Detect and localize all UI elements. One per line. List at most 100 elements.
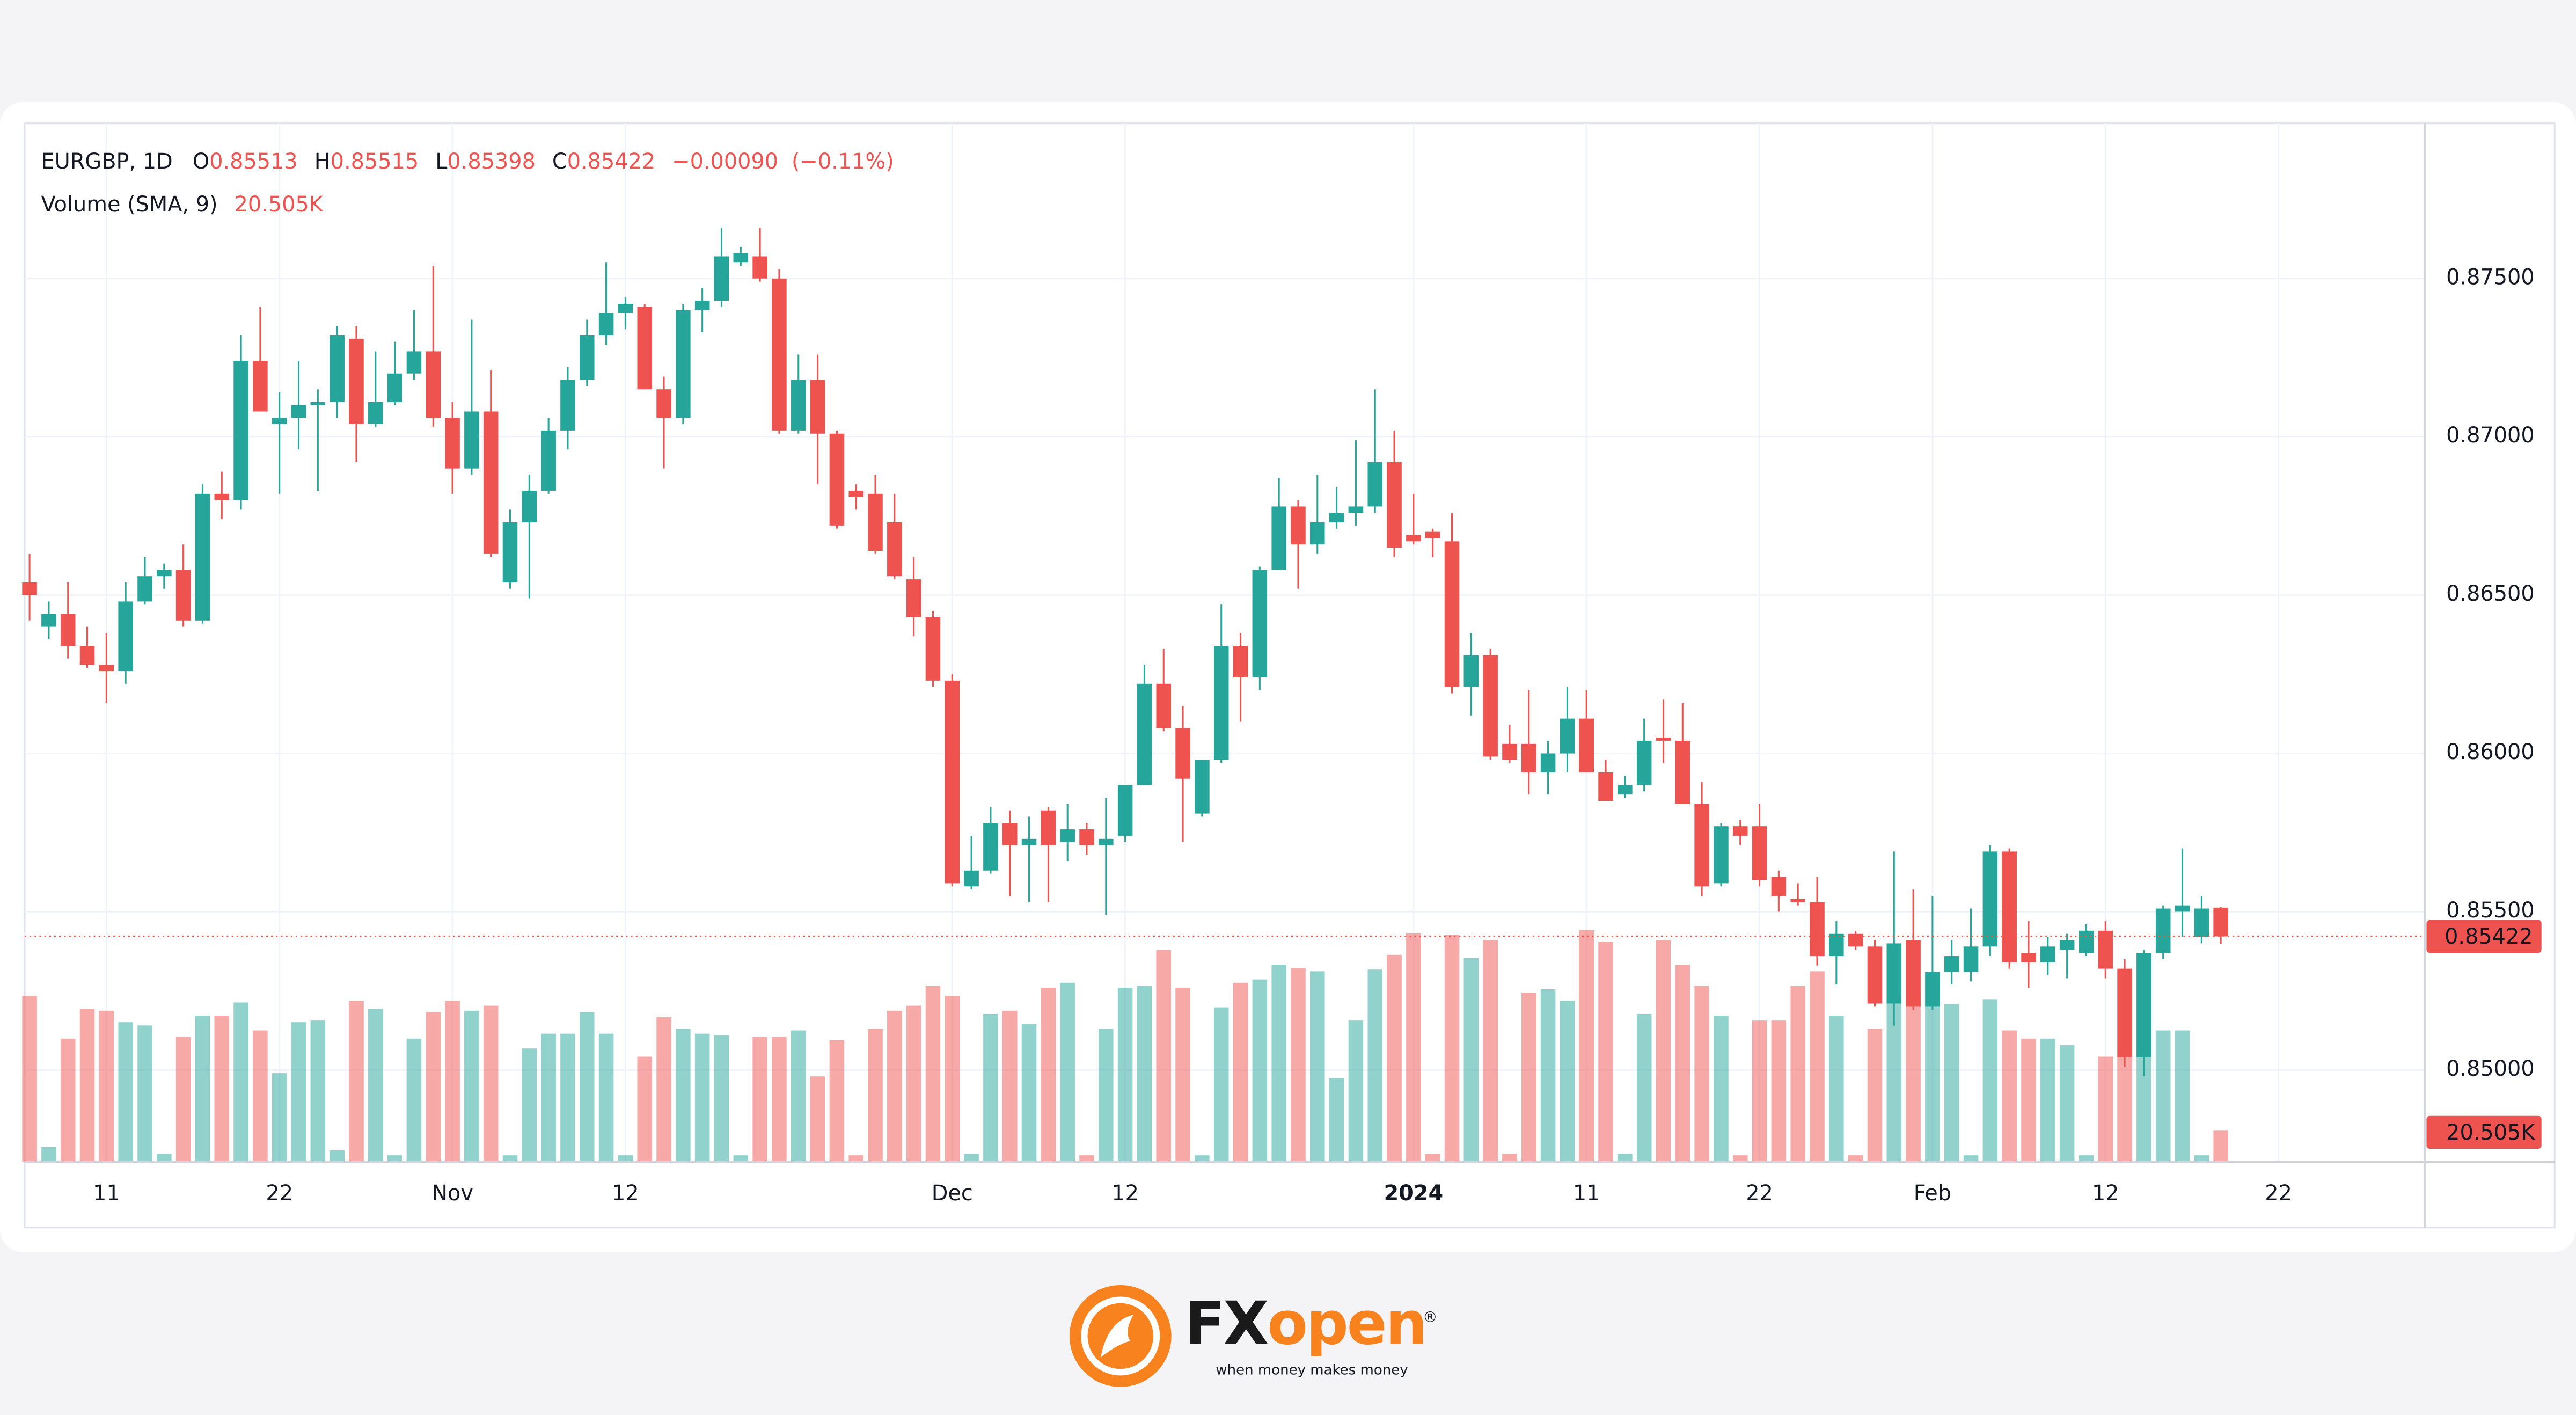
symbol: EURGBP, 1D xyxy=(41,149,173,174)
volume-bar xyxy=(60,1038,76,1162)
candle-body xyxy=(118,601,133,672)
volume-bar xyxy=(1925,1004,1940,1162)
candle-body xyxy=(1829,933,1844,957)
candle-body xyxy=(1060,829,1075,842)
candle-body xyxy=(349,338,364,425)
volume-bar xyxy=(349,1001,364,1162)
volume-bar xyxy=(1521,993,1536,1162)
volume-bar xyxy=(2155,1030,2171,1162)
candle-body xyxy=(945,680,960,884)
candle-body xyxy=(848,490,863,497)
ohlc-value: 0.85422 xyxy=(567,149,656,174)
volume-bar xyxy=(887,1010,902,1162)
y-tick-label: 0.86000 xyxy=(2446,740,2535,764)
volume-bar xyxy=(406,1038,422,1162)
volume-bar xyxy=(502,1155,518,1162)
volume-bar xyxy=(2079,1155,2094,1162)
candle-body xyxy=(1886,943,1902,1004)
volume-bar xyxy=(1233,982,1248,1162)
change: −0.00090 xyxy=(672,149,778,174)
ohlc-value: 0.85515 xyxy=(331,149,419,174)
candle-body xyxy=(426,351,441,418)
volume-bar xyxy=(1137,986,1152,1162)
volume-bar xyxy=(560,1033,575,1162)
candle-body xyxy=(1560,718,1575,754)
candle-body xyxy=(1079,829,1094,845)
volume-title: Volume (SMA, 9) xyxy=(41,192,218,216)
volume-bar xyxy=(41,1147,56,1162)
candle-body xyxy=(272,418,287,425)
candle-body xyxy=(1675,740,1690,804)
volume-bar xyxy=(330,1150,345,1162)
candle-body xyxy=(137,576,152,602)
candle-body xyxy=(2002,851,2017,962)
x-tick-label: Dec xyxy=(932,1181,973,1206)
candle-body xyxy=(1348,506,1364,513)
volume-bar xyxy=(1444,935,1460,1162)
ohlc-key: C xyxy=(552,149,567,174)
logo-text: FXopen xyxy=(1184,1289,1426,1358)
volume-bar xyxy=(906,1005,921,1162)
candle-body xyxy=(1175,728,1190,779)
volume-bar xyxy=(253,1030,268,1162)
volume-bar xyxy=(1732,1155,1748,1162)
price-pane xyxy=(22,228,2425,1077)
candle-body xyxy=(637,307,652,390)
volume-bar xyxy=(1560,1001,1575,1162)
ohlc-key: L xyxy=(435,149,447,174)
candle-body xyxy=(2059,940,2075,950)
volume-bar xyxy=(637,1056,652,1162)
volume-bar xyxy=(1213,1007,1229,1162)
candle-body xyxy=(1790,899,1805,902)
volume-bar xyxy=(676,1029,691,1162)
candle-body xyxy=(1117,785,1133,836)
volume-bar xyxy=(2213,1130,2228,1162)
volume-bar xyxy=(791,1030,806,1162)
x-tick-label: 11 xyxy=(1573,1181,1600,1206)
candle-body xyxy=(1291,506,1306,545)
candle-body xyxy=(868,493,883,551)
volume-bar xyxy=(752,1037,767,1162)
logo-open: open xyxy=(1267,1289,1426,1358)
volume-bar xyxy=(1329,1078,1344,1162)
x-tick-label: 12 xyxy=(612,1181,639,1206)
volume-bar xyxy=(310,1020,326,1162)
candle-body xyxy=(1387,462,1402,548)
volume-bar xyxy=(2098,1056,2113,1162)
x-tick-label: 2024 xyxy=(1384,1181,1444,1206)
logo-fx: FX xyxy=(1184,1289,1268,1358)
candle-body xyxy=(41,614,56,627)
volume-bar xyxy=(1944,1004,1959,1162)
candle-body xyxy=(2155,908,2171,953)
candle-body xyxy=(694,301,710,310)
volume-bar xyxy=(79,1009,95,1162)
volume-tag-label: 20.505K xyxy=(2446,1120,2535,1145)
volume-bar xyxy=(580,1012,595,1162)
volume-bar xyxy=(810,1076,825,1162)
volume-bar xyxy=(368,1009,383,1162)
candle-body xyxy=(79,645,95,665)
volume-bar xyxy=(291,1022,306,1162)
volume-bar xyxy=(175,1037,191,1162)
candle-body xyxy=(1752,826,1767,880)
x-tick-label: 22 xyxy=(266,1181,293,1206)
candle-body xyxy=(1367,462,1383,507)
volume-bar xyxy=(964,1154,979,1162)
candle-body xyxy=(2213,907,2228,937)
candle-body xyxy=(1848,933,1863,947)
logo: FXopen ® when money makes money xyxy=(1069,1285,1438,1387)
volume-bar xyxy=(829,1040,845,1162)
candle-body xyxy=(175,570,191,621)
candle-body xyxy=(406,351,422,374)
candle-body xyxy=(157,570,172,577)
volume-bar xyxy=(1790,986,1805,1162)
volume-bar xyxy=(272,1073,287,1162)
axes: 0.85000 0.85500 0.86000 0.86500 0.87000 0.875… xyxy=(93,265,2542,1206)
volume-bar xyxy=(22,996,37,1162)
volume-bar xyxy=(1598,942,1613,1162)
volume-bar xyxy=(868,1029,883,1162)
volume-bar xyxy=(1618,1154,1633,1162)
volume-bar xyxy=(426,1012,441,1162)
volume-bar xyxy=(1714,1015,1729,1162)
price-tag xyxy=(2426,920,2542,953)
